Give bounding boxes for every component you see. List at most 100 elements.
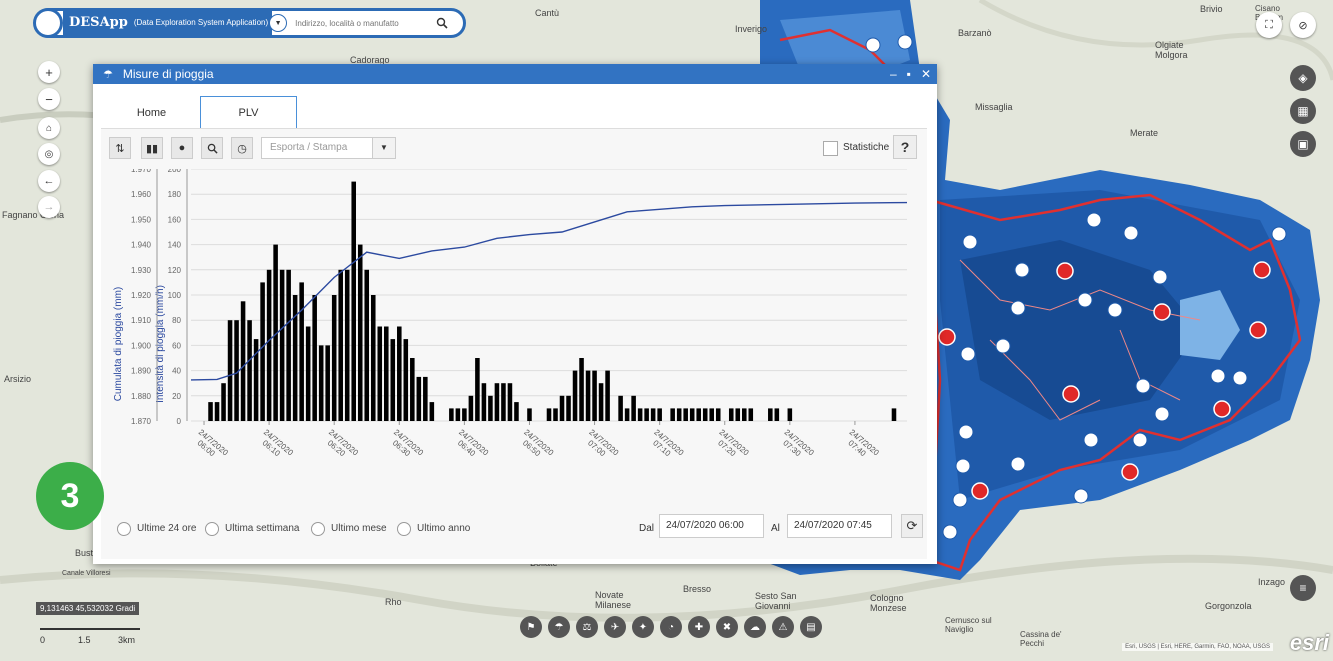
rain-bar — [429, 402, 435, 421]
tab-plv[interactable]: PLV — [200, 96, 297, 129]
x-tick-label: 24/7/202006:50 — [516, 428, 555, 465]
rain-chart: Cumulata di pioggia (mm) Intensità di pi… — [113, 169, 908, 465]
search-input[interactable] — [293, 12, 433, 34]
rain-bar — [501, 383, 506, 421]
x-tick-label: 24/7/202007:00 — [581, 428, 620, 465]
range-radio-week[interactable] — [205, 522, 219, 536]
locate-icon[interactable]: ◎ — [38, 143, 60, 165]
rain-bar — [377, 326, 383, 421]
to-label: Al — [771, 523, 780, 534]
help-button[interactable]: ? — [893, 135, 917, 159]
range-label-month: Ultimo mese — [331, 523, 387, 534]
tab-home[interactable]: Home — [136, 107, 167, 119]
y1-tick-label: 1.920 — [131, 291, 152, 300]
refresh-button[interactable]: ⟳ — [901, 514, 923, 538]
rain-bar — [318, 345, 324, 421]
rain-bar — [670, 408, 675, 421]
window-titlebar[interactable]: ☂ Misure di pioggia – ▪ ✕ — [93, 64, 937, 84]
y2-tick-label: 60 — [172, 341, 181, 350]
sort-icon[interactable]: ⇅ — [109, 137, 131, 159]
minimize-icon[interactable]: – — [889, 67, 897, 81]
y2-axis-label: Intensità di pioggia (mm/h) — [155, 285, 166, 403]
rain-bar — [312, 295, 317, 421]
rain-bar — [338, 269, 343, 421]
range-radio-month[interactable] — [311, 522, 325, 536]
y2-tick-label: 40 — [172, 367, 181, 376]
tool-cloud-icon[interactable]: ☁ — [744, 616, 766, 638]
fullscreen-icon[interactable]: ⛶ — [1256, 12, 1282, 38]
tool-hydrant-icon[interactable]: ⚑ — [520, 616, 542, 638]
rain-bar — [390, 339, 396, 421]
rain-bar — [370, 295, 376, 421]
rain-bar — [527, 408, 532, 421]
esri-logo: esri — [1289, 630, 1329, 655]
from-date-input[interactable]: 24/07/2020 06:00 — [659, 514, 764, 538]
place-label: Brivio — [1200, 4, 1223, 14]
export-print-select[interactable]: Esporta / Stampa ▼ — [261, 137, 396, 159]
tool-warning-icon[interactable]: ⚠ — [772, 616, 794, 638]
rain-bar — [214, 402, 220, 421]
rain-bar — [247, 320, 252, 421]
place-label: Merate — [1130, 128, 1159, 138]
zoom-out-button[interactable]: − — [38, 88, 60, 110]
tool-rain-icon[interactable]: ☂ — [548, 616, 570, 638]
list-icon[interactable]: ≡ — [1290, 575, 1316, 601]
place-label: Cadorago — [350, 55, 390, 65]
hide-icon[interactable]: ⊘ — [1290, 12, 1316, 38]
tool-wind-icon[interactable]: ✈ — [604, 616, 626, 638]
rain-bar — [774, 408, 780, 421]
zoom-icon[interactable] — [201, 137, 223, 159]
range-label-week: Ultima settimana — [225, 523, 300, 534]
tool-wrench-icon[interactable]: ✚ — [688, 616, 710, 638]
zoom-in-button[interactable]: + — [38, 61, 60, 83]
tool-document-icon[interactable]: ▤ — [800, 616, 822, 638]
rain-bar — [741, 408, 747, 421]
map-pin-icon[interactable]: ● — [171, 137, 193, 159]
y2-tick-label: 100 — [168, 291, 182, 300]
statistics-label: Statistiche — [843, 142, 890, 153]
forward-arrow-icon[interactable]: → — [38, 196, 60, 218]
grid-icon[interactable]: ▦ — [1290, 98, 1316, 124]
tool-scale-icon[interactable]: ⚖ — [576, 616, 598, 638]
close-icon[interactable]: ✕ — [920, 67, 931, 81]
y2-tick-label: 120 — [168, 266, 182, 275]
layers-icon[interactable]: ◈ — [1290, 65, 1316, 91]
place-label: Rho — [385, 597, 402, 607]
maximize-icon[interactable]: ▪ — [906, 67, 911, 81]
to-date-input[interactable]: 24/07/2020 07:45 — [787, 514, 892, 538]
tool-cross-icon[interactable]: ✖ — [716, 616, 738, 638]
place-label: Missaglia — [975, 102, 1013, 112]
cumulative-line — [190, 201, 908, 381]
map-attribution: Esri, USGS | Esri, HERE, Garmin, FAO, NO… — [1122, 643, 1273, 651]
range-radio-24h[interactable] — [117, 522, 131, 536]
tool-satellite-icon[interactable]: ✦ — [632, 616, 654, 638]
rain-bar — [748, 408, 754, 421]
rain-bar — [696, 408, 701, 421]
rain-bar — [572, 370, 578, 421]
rain-bar — [410, 358, 415, 421]
print-icon[interactable]: ▣ — [1290, 131, 1316, 157]
home-icon[interactable]: ⌂ — [38, 117, 60, 139]
rain-bar — [702, 408, 708, 421]
y2-tick-label: 20 — [172, 392, 181, 401]
x-tick-label: 24/7/202007:30 — [777, 428, 816, 465]
search-icon[interactable] — [432, 13, 452, 33]
bar-chart-icon[interactable]: ▮▮ — [141, 137, 163, 159]
statistics-checkbox[interactable] — [823, 141, 838, 156]
back-arrow-icon[interactable]: ← — [38, 170, 60, 192]
clock-icon[interactable]: ◷ — [231, 137, 253, 159]
rain-bar — [475, 358, 480, 421]
app-logo-icon[interactable] — [33, 8, 63, 38]
rain-bar — [468, 395, 474, 421]
rain-bar — [637, 408, 643, 421]
chevron-down-icon[interactable]: ▼ — [372, 138, 395, 158]
y1-tick-label: 1.930 — [131, 266, 152, 275]
y1-axis-label: Cumulata di pioggia (mm) — [113, 287, 124, 402]
search-dropdown-icon[interactable]: ▼ — [269, 14, 288, 32]
rain-bar — [787, 408, 793, 421]
place-label: Olgiate Molgora — [1155, 40, 1188, 60]
rain-bar — [676, 408, 682, 421]
tool-gauge-icon[interactable]: ◔ — [660, 616, 682, 638]
range-radio-year[interactable] — [397, 522, 411, 536]
place-label: Fagnano Olona — [2, 210, 65, 220]
